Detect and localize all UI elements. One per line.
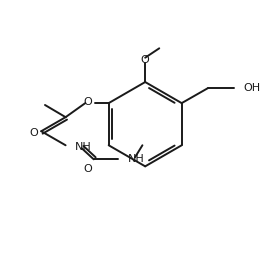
Text: O: O	[29, 128, 38, 138]
Text: O: O	[141, 55, 150, 66]
Text: OH: OH	[244, 83, 260, 93]
Text: O: O	[84, 164, 93, 174]
Text: NH: NH	[127, 154, 144, 164]
Text: NH: NH	[75, 142, 92, 152]
Text: O: O	[84, 97, 93, 107]
